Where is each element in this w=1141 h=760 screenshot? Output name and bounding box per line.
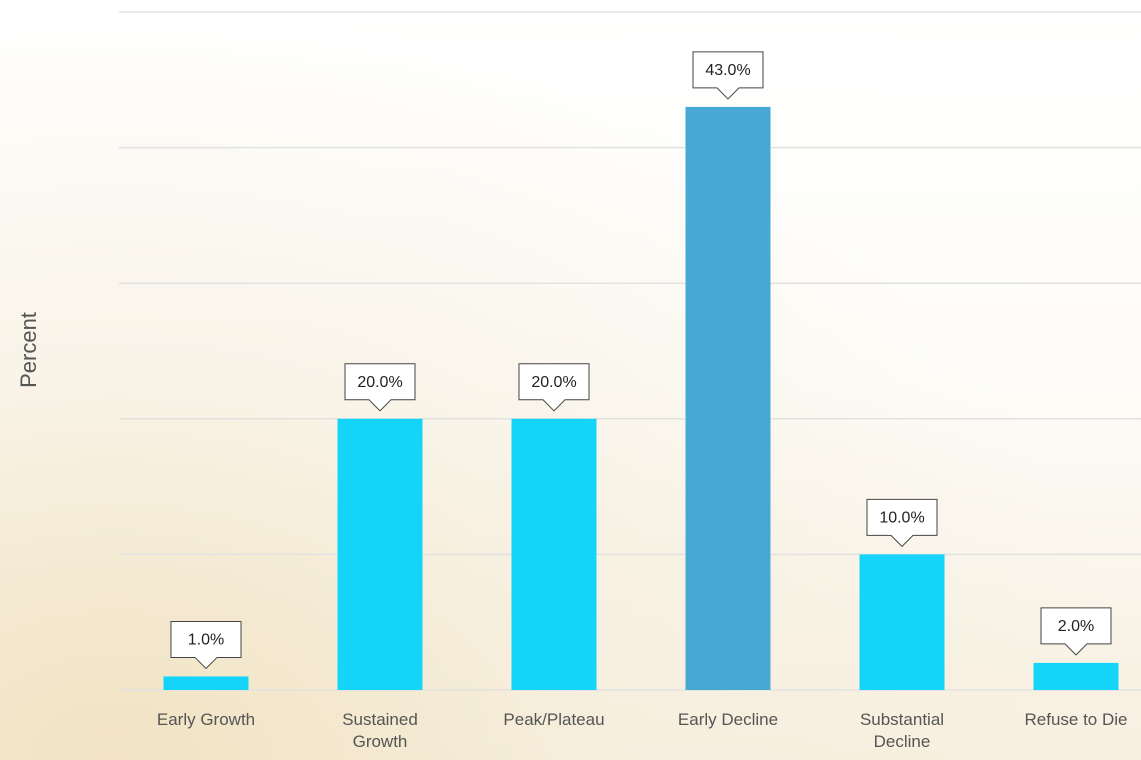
callout-box [170, 620, 242, 670]
callout-box [344, 363, 416, 412]
data-label: 20.0% [531, 374, 576, 391]
x-tick-label: Substantial Decline [859, 710, 945, 751]
x-tick-label: Early Decline [677, 710, 779, 729]
data-label: 20.0% [357, 374, 402, 391]
x-tick-label: Sustained Growth [342, 710, 418, 751]
bar [859, 554, 945, 690]
callout-box [692, 51, 764, 100]
bar [1033, 662, 1119, 690]
data-label: 1.0% [188, 632, 224, 649]
callout-box [1040, 607, 1112, 656]
callout-box [518, 363, 590, 412]
bar [337, 418, 423, 690]
data-label: 2.0% [1058, 618, 1094, 635]
bar [511, 418, 597, 690]
bar [163, 676, 249, 690]
x-tick-label: Peak/Plateau [503, 710, 605, 729]
bar [685, 106, 771, 691]
data-label: 43.0% [705, 62, 750, 79]
x-tick-label: Refuse to Die [1024, 710, 1128, 729]
x-tick-label: Early Growth [156, 710, 256, 729]
data-label: 10.0% [879, 510, 924, 527]
y-axis-label: Percent [16, 312, 41, 388]
callout-box [866, 498, 938, 548]
